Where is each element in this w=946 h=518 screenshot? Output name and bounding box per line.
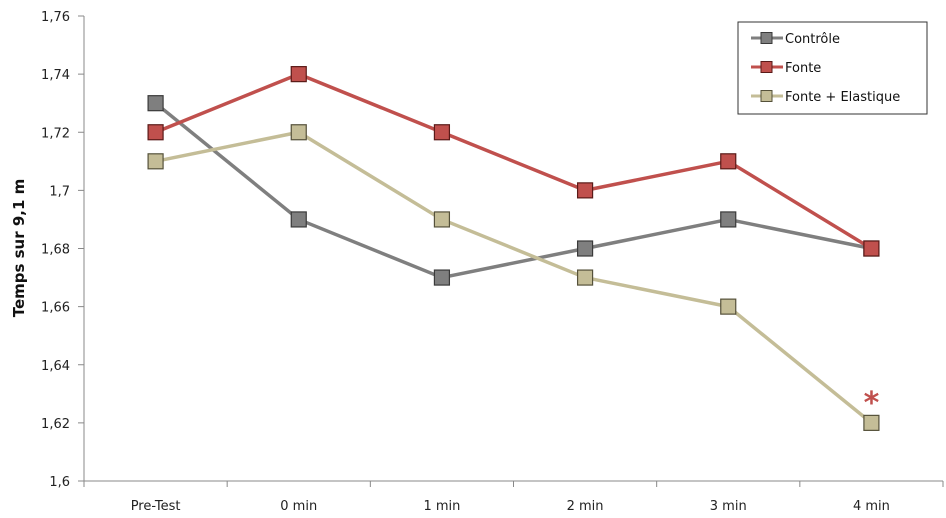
data-point [147,153,164,170]
data-point [720,298,737,315]
annotation-layer: * [864,386,880,421]
data-point [147,124,164,141]
legend-label: Fonte + Elastique [785,90,900,105]
y-tick-label: 1,7 [49,184,70,199]
data-point [720,211,737,228]
series-1 [147,95,880,286]
data-point [433,124,451,141]
data-point [863,240,880,257]
x-tick-label: 1 min [423,499,460,514]
data-point [290,124,307,141]
series-layer [147,66,880,431]
data-point [147,95,164,112]
y-tick-label: 1,74 [41,68,70,83]
legend-label: Contrôle [785,32,840,47]
x-tick-label: 2 min [567,499,604,514]
series-3 [147,124,880,431]
y-tick-label: 1,6 [49,475,70,490]
y-tick-label: 1,72 [41,126,70,141]
data-point [576,182,594,199]
y-tick-label: 1,76 [41,10,70,25]
axes: 1,6 1,62 1,64 1,66 1,68 1,7 1,72 1,74 1,76 Pre-Te… [41,10,944,514]
legend-marker [760,90,773,102]
x-tick-label: Pre-Test [131,499,181,514]
significance-asterisk: * [864,386,880,421]
x-tick-label: 4 min [853,499,890,514]
series-line [154,101,872,280]
y-tick-label: 1,66 [41,301,70,316]
legend: Contrôle Fonte Fonte + Elastique [737,21,928,115]
data-point [863,414,880,431]
series-line [155,130,873,425]
data-point [433,211,451,228]
legend-marker [760,32,773,44]
data-point [576,269,594,286]
y-tick-label: 1,68 [41,243,70,258]
legend-label: Fonte [785,61,821,76]
y-tick-label: 1,64 [41,359,70,374]
data-point [720,153,737,170]
x-tick-label: 3 min [710,499,747,514]
data-point [290,211,307,228]
x-tick-label: 0 min [280,499,317,514]
data-point [433,269,451,286]
series-line [154,72,873,250]
y-tick-label: 1,62 [41,417,70,432]
series-2 [147,66,880,257]
legend-marker [760,61,773,73]
data-point [290,66,307,83]
data-point [576,240,594,257]
y-axis-label: Temps sur 9,1 m [10,179,28,318]
